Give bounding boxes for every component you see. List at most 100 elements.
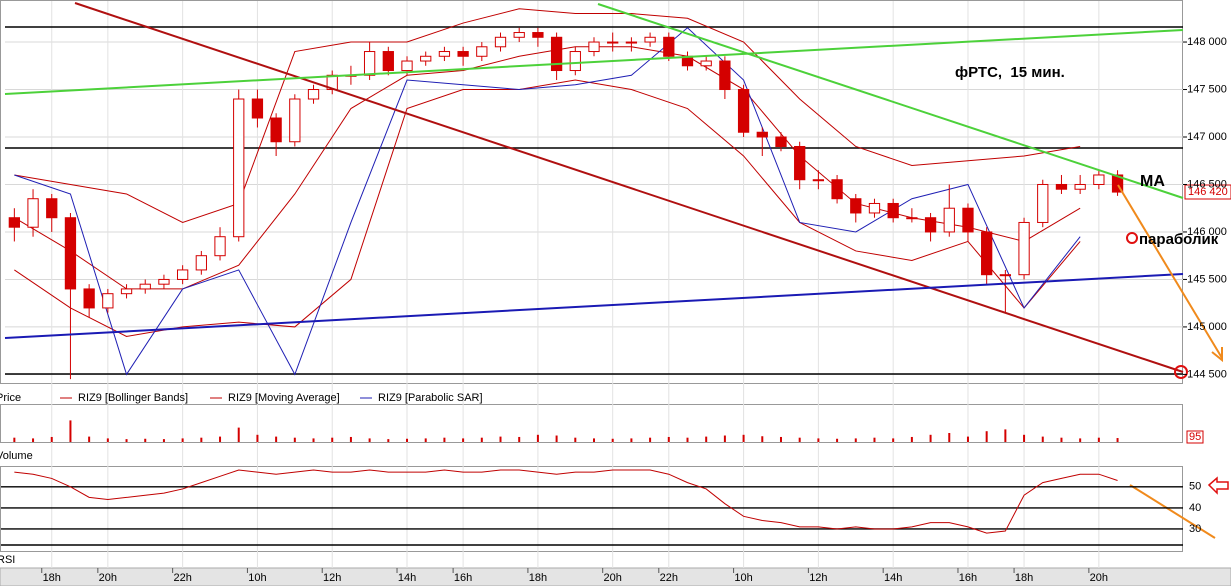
- indicator-line: [14, 46, 1081, 290]
- candle-body: [214, 236, 226, 257]
- trend-line: [74, 2, 1184, 373]
- candle-body: [1111, 174, 1124, 193]
- candle-body: [588, 41, 600, 53]
- y-tick-label: 146 000: [1187, 226, 1227, 238]
- last-price: 146 420: [1188, 186, 1228, 198]
- candle-body: [644, 36, 656, 43]
- y-tick-label: 30: [1189, 523, 1201, 535]
- candle-body: [794, 145, 806, 181]
- candle-body: [64, 217, 77, 290]
- y-tick-label: 40: [1189, 502, 1201, 514]
- rsi-line: [14, 469, 1118, 534]
- candle-body: [176, 269, 189, 280]
- rsi-panel: [0, 466, 1183, 552]
- candle-body: [924, 217, 937, 233]
- y-tick-label: 144 500: [1187, 368, 1227, 380]
- candle-body: [289, 98, 301, 143]
- legend-label: RIZ9 [Parabolic SAR]: [378, 392, 483, 404]
- annotation: фРТС, 15 мин.: [955, 64, 1065, 81]
- candle-body: [1018, 221, 1030, 276]
- legend-label: RIZ9 [Moving Average]: [228, 392, 340, 404]
- y-tick-label: 147 500: [1187, 83, 1227, 95]
- candle-body: [46, 198, 58, 219]
- candle-body: [999, 274, 1012, 277]
- candle-body: [775, 136, 787, 147]
- candle-body: [476, 46, 488, 57]
- plot: [8, 8, 1124, 380]
- candle-body: [251, 98, 264, 119]
- candle-body: [962, 207, 974, 233]
- candle-body: [494, 36, 507, 48]
- candle-body: [906, 217, 918, 220]
- x-tick-label: 14h: [398, 572, 416, 584]
- candle-body: [981, 231, 993, 276]
- y-tick-label: 50: [1189, 481, 1201, 493]
- price-tag: [1184, 184, 1231, 200]
- candle-body: [401, 60, 413, 72]
- y-tick-label: 145 500: [1187, 273, 1227, 285]
- trend-lines: [4, 2, 1229, 539]
- candle-body: [270, 117, 282, 143]
- candle-body: [513, 32, 525, 38]
- candle-body: [850, 198, 862, 214]
- y-tick-label: 145 000: [1187, 321, 1227, 333]
- trend-line: [597, 3, 1184, 199]
- candle-body: [438, 51, 451, 57]
- candle-body: [756, 131, 768, 138]
- x-tick-label: 18h: [1015, 572, 1033, 584]
- arrow-head: [1211, 347, 1223, 363]
- x-tick-label: 18h: [529, 572, 547, 584]
- x-tick-label: 16h: [454, 572, 472, 584]
- x-tick-label: 20h: [1090, 572, 1108, 584]
- candle-body: [8, 217, 20, 228]
- bollinger-lower: [14, 79, 1081, 337]
- marker: [1126, 232, 1138, 244]
- y-tick-label: 147 000: [1187, 131, 1227, 143]
- forecast-arrow: [1117, 184, 1223, 359]
- price-panel: [0, 0, 1183, 384]
- x-tick-label: 12h: [323, 572, 341, 584]
- candle-body: [719, 60, 731, 91]
- candle-body: [139, 283, 151, 290]
- x-tick-label: 10h: [734, 572, 752, 584]
- legend-price: Price: [0, 392, 21, 404]
- candle-body: [233, 98, 245, 238]
- candle-body: [307, 89, 320, 100]
- candle-body: [1093, 174, 1105, 185]
- y-tick-label: 146 500: [1187, 178, 1227, 190]
- x-tick-label: 22h: [660, 572, 678, 584]
- candle-body: [158, 278, 170, 285]
- x-tick-label: 10h: [248, 572, 266, 584]
- candle-body: [737, 89, 750, 133]
- legend-label: RIZ9 [Bollinger Bands]: [78, 392, 188, 404]
- candle-body: [868, 202, 881, 214]
- candle-body: [887, 202, 899, 219]
- panel-label: Volume: [0, 450, 33, 462]
- x-tick-label: 18h: [43, 572, 61, 584]
- candle-body: [700, 60, 712, 67]
- candle-body: [382, 51, 394, 72]
- indicator-line: [14, 27, 1081, 376]
- volume-panel: [0, 404, 1183, 443]
- candle-body: [607, 41, 619, 44]
- x-tick-label: 12h: [809, 572, 827, 584]
- x-tick-label: 16h: [959, 572, 977, 584]
- candle-body: [550, 36, 563, 72]
- annotation: параболик: [1139, 231, 1219, 248]
- volume-tag: [1186, 430, 1204, 444]
- x-tick-label: 20h: [604, 572, 622, 584]
- levels: [5, 26, 1183, 375]
- candle-body: [663, 36, 675, 57]
- candle-body: [1037, 183, 1049, 223]
- candle-body: [120, 288, 133, 295]
- candle-body: [812, 179, 825, 182]
- candle-body: [943, 207, 955, 233]
- candle-body: [195, 255, 207, 271]
- candle-body: [363, 51, 376, 76]
- candle-body: [420, 55, 432, 62]
- trend-line: [4, 273, 1184, 339]
- candle-body: [569, 51, 581, 72]
- x-tick-label: 14h: [884, 572, 902, 584]
